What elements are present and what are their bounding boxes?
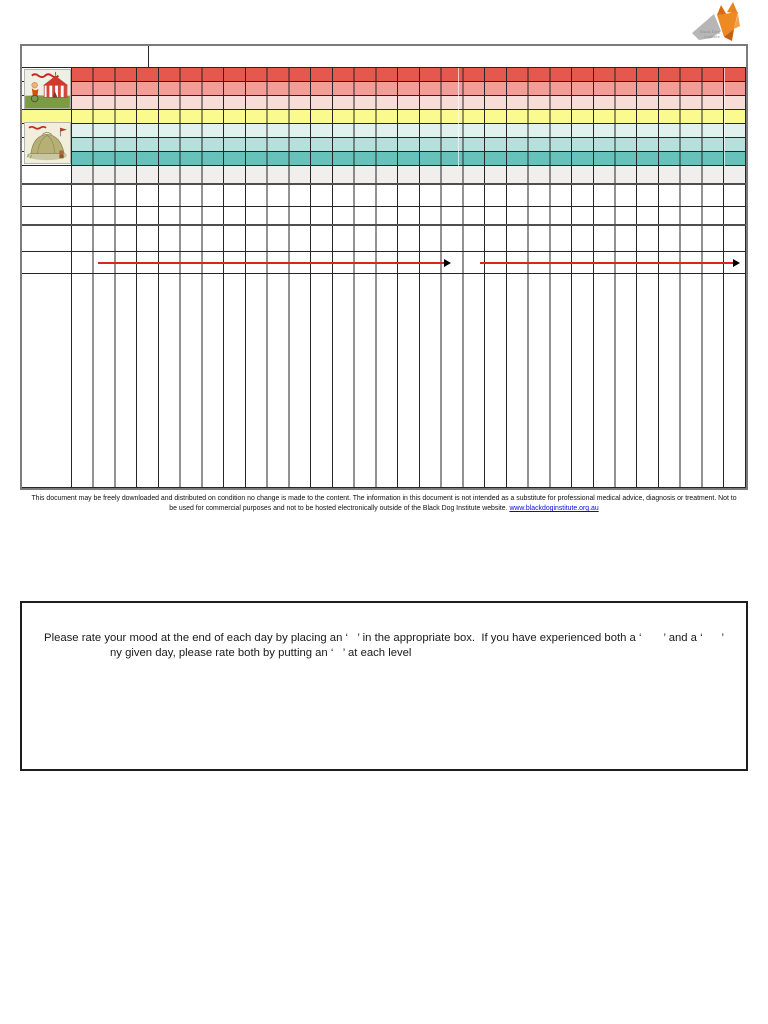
mood-row-low-2: [22, 138, 746, 152]
tracking-row-1: [22, 185, 746, 207]
website-link[interactable]: www.blackdoginstitute.org.au: [509, 505, 599, 512]
circus-tent-image: [24, 69, 71, 109]
mood-row-high-2: [22, 82, 746, 96]
header-row: [22, 46, 746, 68]
collapsed-tent-image: [24, 122, 71, 164]
timeline-arrow-right: [480, 259, 740, 267]
mood-row-low-3: [22, 152, 746, 166]
header-month-cell: [72, 46, 746, 67]
scan-seam: [458, 68, 459, 166]
timeline-arrow-row: [22, 252, 746, 274]
logo-caption: Black Dog Institute: [699, 29, 720, 39]
instruction-line-2: ny given day, please rate both by puttin…: [110, 647, 412, 659]
tracking-row-shaded: [22, 166, 746, 185]
instruction-line-1: Please rate your mood at the end of each…: [44, 632, 724, 644]
timeline-arrow-left: [98, 259, 451, 267]
header-name-cell: [22, 46, 72, 67]
tracking-row-3: [22, 226, 746, 252]
mood-row-high-1: [22, 96, 746, 110]
disclaimer-text: This document may be freely downloaded a…: [30, 494, 738, 514]
mood-row-high-3: [22, 68, 746, 82]
notes-region: [22, 274, 746, 488]
scan-seam: [724, 68, 725, 166]
mood-row-low-1: [22, 124, 746, 138]
tracking-row-2: [22, 207, 746, 226]
disclaimer-line1: This document may be freely downloaded a…: [31, 495, 595, 502]
mood-chart-grid: [20, 44, 748, 490]
black-dog-institute-logo-icon: [692, 2, 740, 41]
disclaimer-line2: medical advice, diagnosis or treatment. …: [169, 495, 737, 512]
mood-row-baseline: [22, 110, 746, 124]
instruction-box: Please rate your mood at the end of each…: [20, 601, 748, 771]
header-divider: [148, 46, 149, 67]
